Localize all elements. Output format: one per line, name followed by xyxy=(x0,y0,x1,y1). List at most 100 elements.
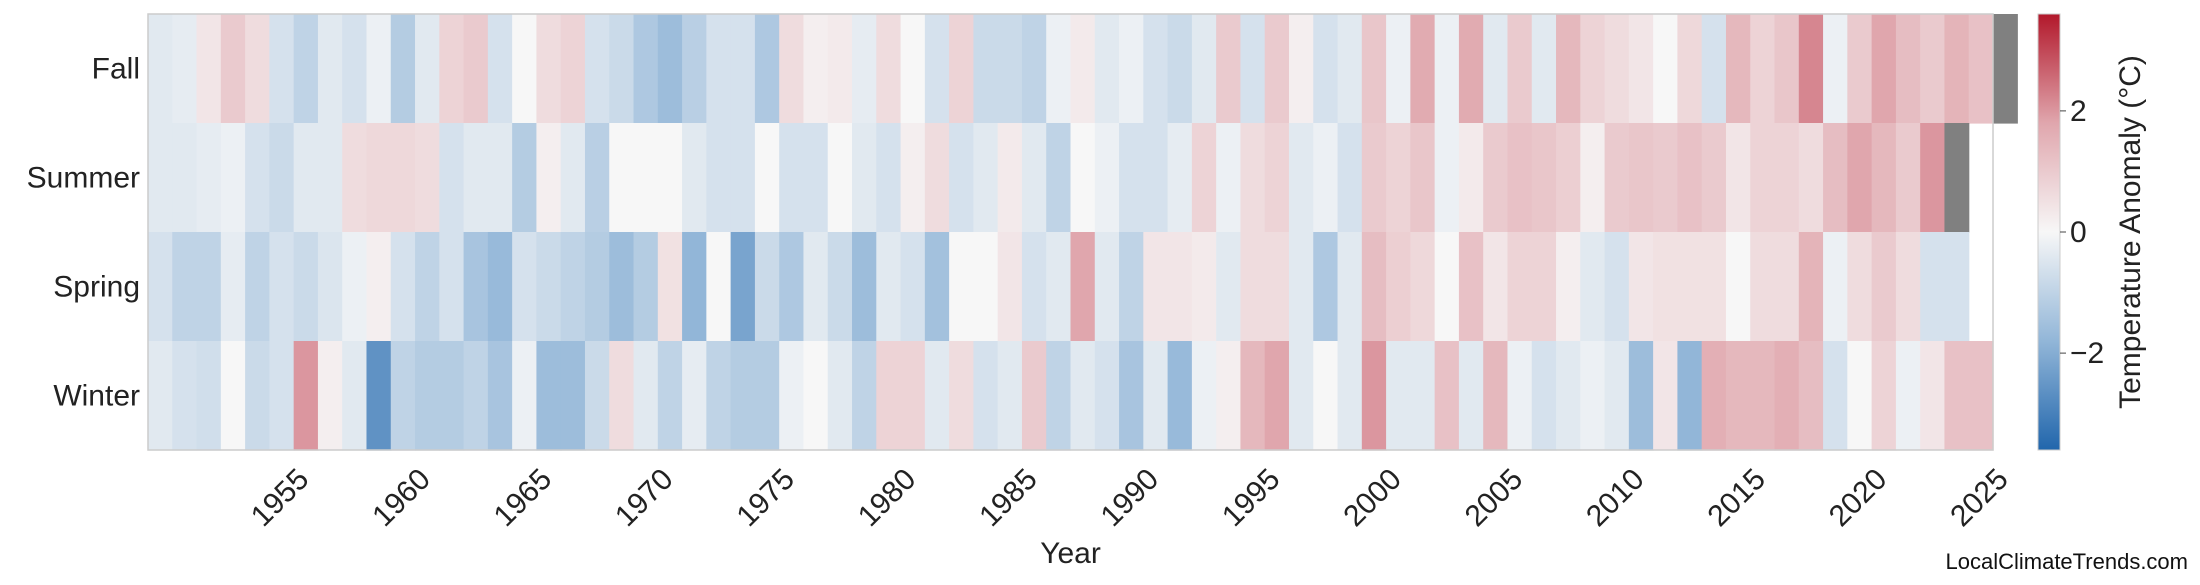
heatmap-cell xyxy=(439,232,465,342)
heatmap-cell xyxy=(342,123,368,233)
row-label: Winter xyxy=(53,380,140,413)
heatmap-cell xyxy=(973,341,999,451)
heatmap-cell xyxy=(1021,341,1047,451)
heatmap-cell xyxy=(1410,14,1436,124)
x-tick-label: 1980 xyxy=(852,463,923,534)
heatmap-cell xyxy=(1094,232,1120,342)
heatmap-cell xyxy=(172,232,198,342)
heatmap-cell xyxy=(1167,341,1193,451)
heatmap-cells xyxy=(148,14,2018,451)
heatmap-cell xyxy=(1361,14,1387,124)
heatmap-cell xyxy=(1774,341,1800,451)
heatmap-cell xyxy=(754,341,780,451)
heatmap-cell xyxy=(1774,232,1800,342)
heatmap-cell xyxy=(148,14,173,124)
heatmap-cell xyxy=(876,14,902,124)
heatmap-cell xyxy=(1143,232,1169,342)
heatmap-cell xyxy=(1288,341,1314,451)
heatmap-cell xyxy=(1628,14,1654,124)
heatmap-cell xyxy=(997,232,1023,342)
heatmap-cell xyxy=(1264,14,1290,124)
heatmap-cell xyxy=(1216,232,1242,342)
heatmap-cell xyxy=(997,14,1023,124)
heatmap-cell xyxy=(754,14,780,124)
heatmap-cell xyxy=(196,123,222,233)
heatmap-cell xyxy=(1798,341,1824,451)
heatmap-cell xyxy=(1410,232,1436,342)
heatmap-cell xyxy=(973,232,999,342)
heatmap-cell xyxy=(1750,341,1776,451)
heatmap-cell xyxy=(1580,123,1606,233)
heatmap-cell xyxy=(1434,14,1460,124)
heatmap-cell xyxy=(1434,123,1460,233)
heatmap-cell xyxy=(1823,123,1848,233)
heatmap-cell xyxy=(1507,232,1533,342)
heatmap-cell xyxy=(1240,14,1266,124)
heatmap-cell xyxy=(827,232,853,342)
heatmap-cell xyxy=(1288,232,1314,342)
heatmap-cell xyxy=(342,341,368,451)
heatmap-cell xyxy=(924,232,950,342)
heatmap-cell xyxy=(439,341,465,451)
heatmap-cell xyxy=(1458,14,1484,124)
heatmap-cell xyxy=(827,123,853,233)
heatmap-cell xyxy=(560,123,586,233)
heatmap-cell xyxy=(439,123,465,233)
colorbar-ticks: −2 0 2 xyxy=(2060,95,2104,370)
heatmap-cell xyxy=(1653,341,1679,451)
heatmap-cell xyxy=(172,341,198,451)
heatmap-cell xyxy=(1653,232,1679,342)
heatmap-cell xyxy=(1070,123,1096,233)
heatmap-cell xyxy=(148,341,173,451)
heatmap-cell xyxy=(1240,232,1266,342)
heatmap-cell xyxy=(1677,123,1703,233)
heatmap-cell xyxy=(1701,123,1727,233)
heatmap-cell xyxy=(1556,123,1581,233)
heatmap-cell xyxy=(1070,341,1096,451)
heatmap-cell xyxy=(1483,14,1509,124)
heatmap-cell xyxy=(1556,341,1581,451)
heatmap-cell xyxy=(633,14,659,124)
heatmap-cell xyxy=(706,232,732,342)
heatmap-cell xyxy=(1725,14,1751,124)
heatmap-cell xyxy=(415,14,440,124)
heatmap-cell xyxy=(1580,14,1606,124)
heatmap-cell xyxy=(1701,14,1727,124)
heatmap-cell xyxy=(1167,123,1193,233)
heatmap-cell xyxy=(657,123,683,233)
heatmap-cell xyxy=(803,341,829,451)
x-tick-label: 1965 xyxy=(488,463,559,534)
heatmap-cell xyxy=(487,14,513,124)
heatmap-cell xyxy=(1531,341,1557,451)
heatmap-cell xyxy=(269,341,295,451)
heatmap-cell xyxy=(366,232,392,342)
heatmap-cell xyxy=(1895,14,1921,124)
heatmap-cell xyxy=(1580,341,1606,451)
heatmap-cell xyxy=(1458,341,1484,451)
heatmap-cell xyxy=(1046,341,1072,451)
heatmap-cell xyxy=(924,14,950,124)
heatmap-cell xyxy=(1070,232,1096,342)
heatmap-cell xyxy=(366,14,392,124)
heatmap-cell xyxy=(1288,14,1314,124)
heatmap-cell xyxy=(1143,341,1169,451)
x-tick-label: 2025 xyxy=(1944,463,2015,534)
heatmap-cell xyxy=(973,14,999,124)
heatmap-cell xyxy=(1483,123,1509,233)
heatmap-cell xyxy=(1434,232,1460,342)
heatmap-cell xyxy=(1337,341,1363,451)
heatmap-cell xyxy=(1871,123,1897,233)
heatmap-cell xyxy=(1021,14,1047,124)
heatmap-cell xyxy=(852,123,877,233)
heatmap-cell xyxy=(1313,123,1339,233)
heatmap-cell xyxy=(1920,232,1946,342)
row-label: Summer xyxy=(27,162,140,195)
heatmap-cell xyxy=(487,232,513,342)
x-tick-label: 1970 xyxy=(609,463,680,534)
heatmap-cell xyxy=(1191,123,1217,233)
heatmap-cell xyxy=(1410,341,1436,451)
heatmap-cell xyxy=(1094,14,1120,124)
heatmap-cell xyxy=(148,123,173,233)
heatmap-cell xyxy=(1119,14,1144,124)
heatmap-cell xyxy=(1434,341,1460,451)
